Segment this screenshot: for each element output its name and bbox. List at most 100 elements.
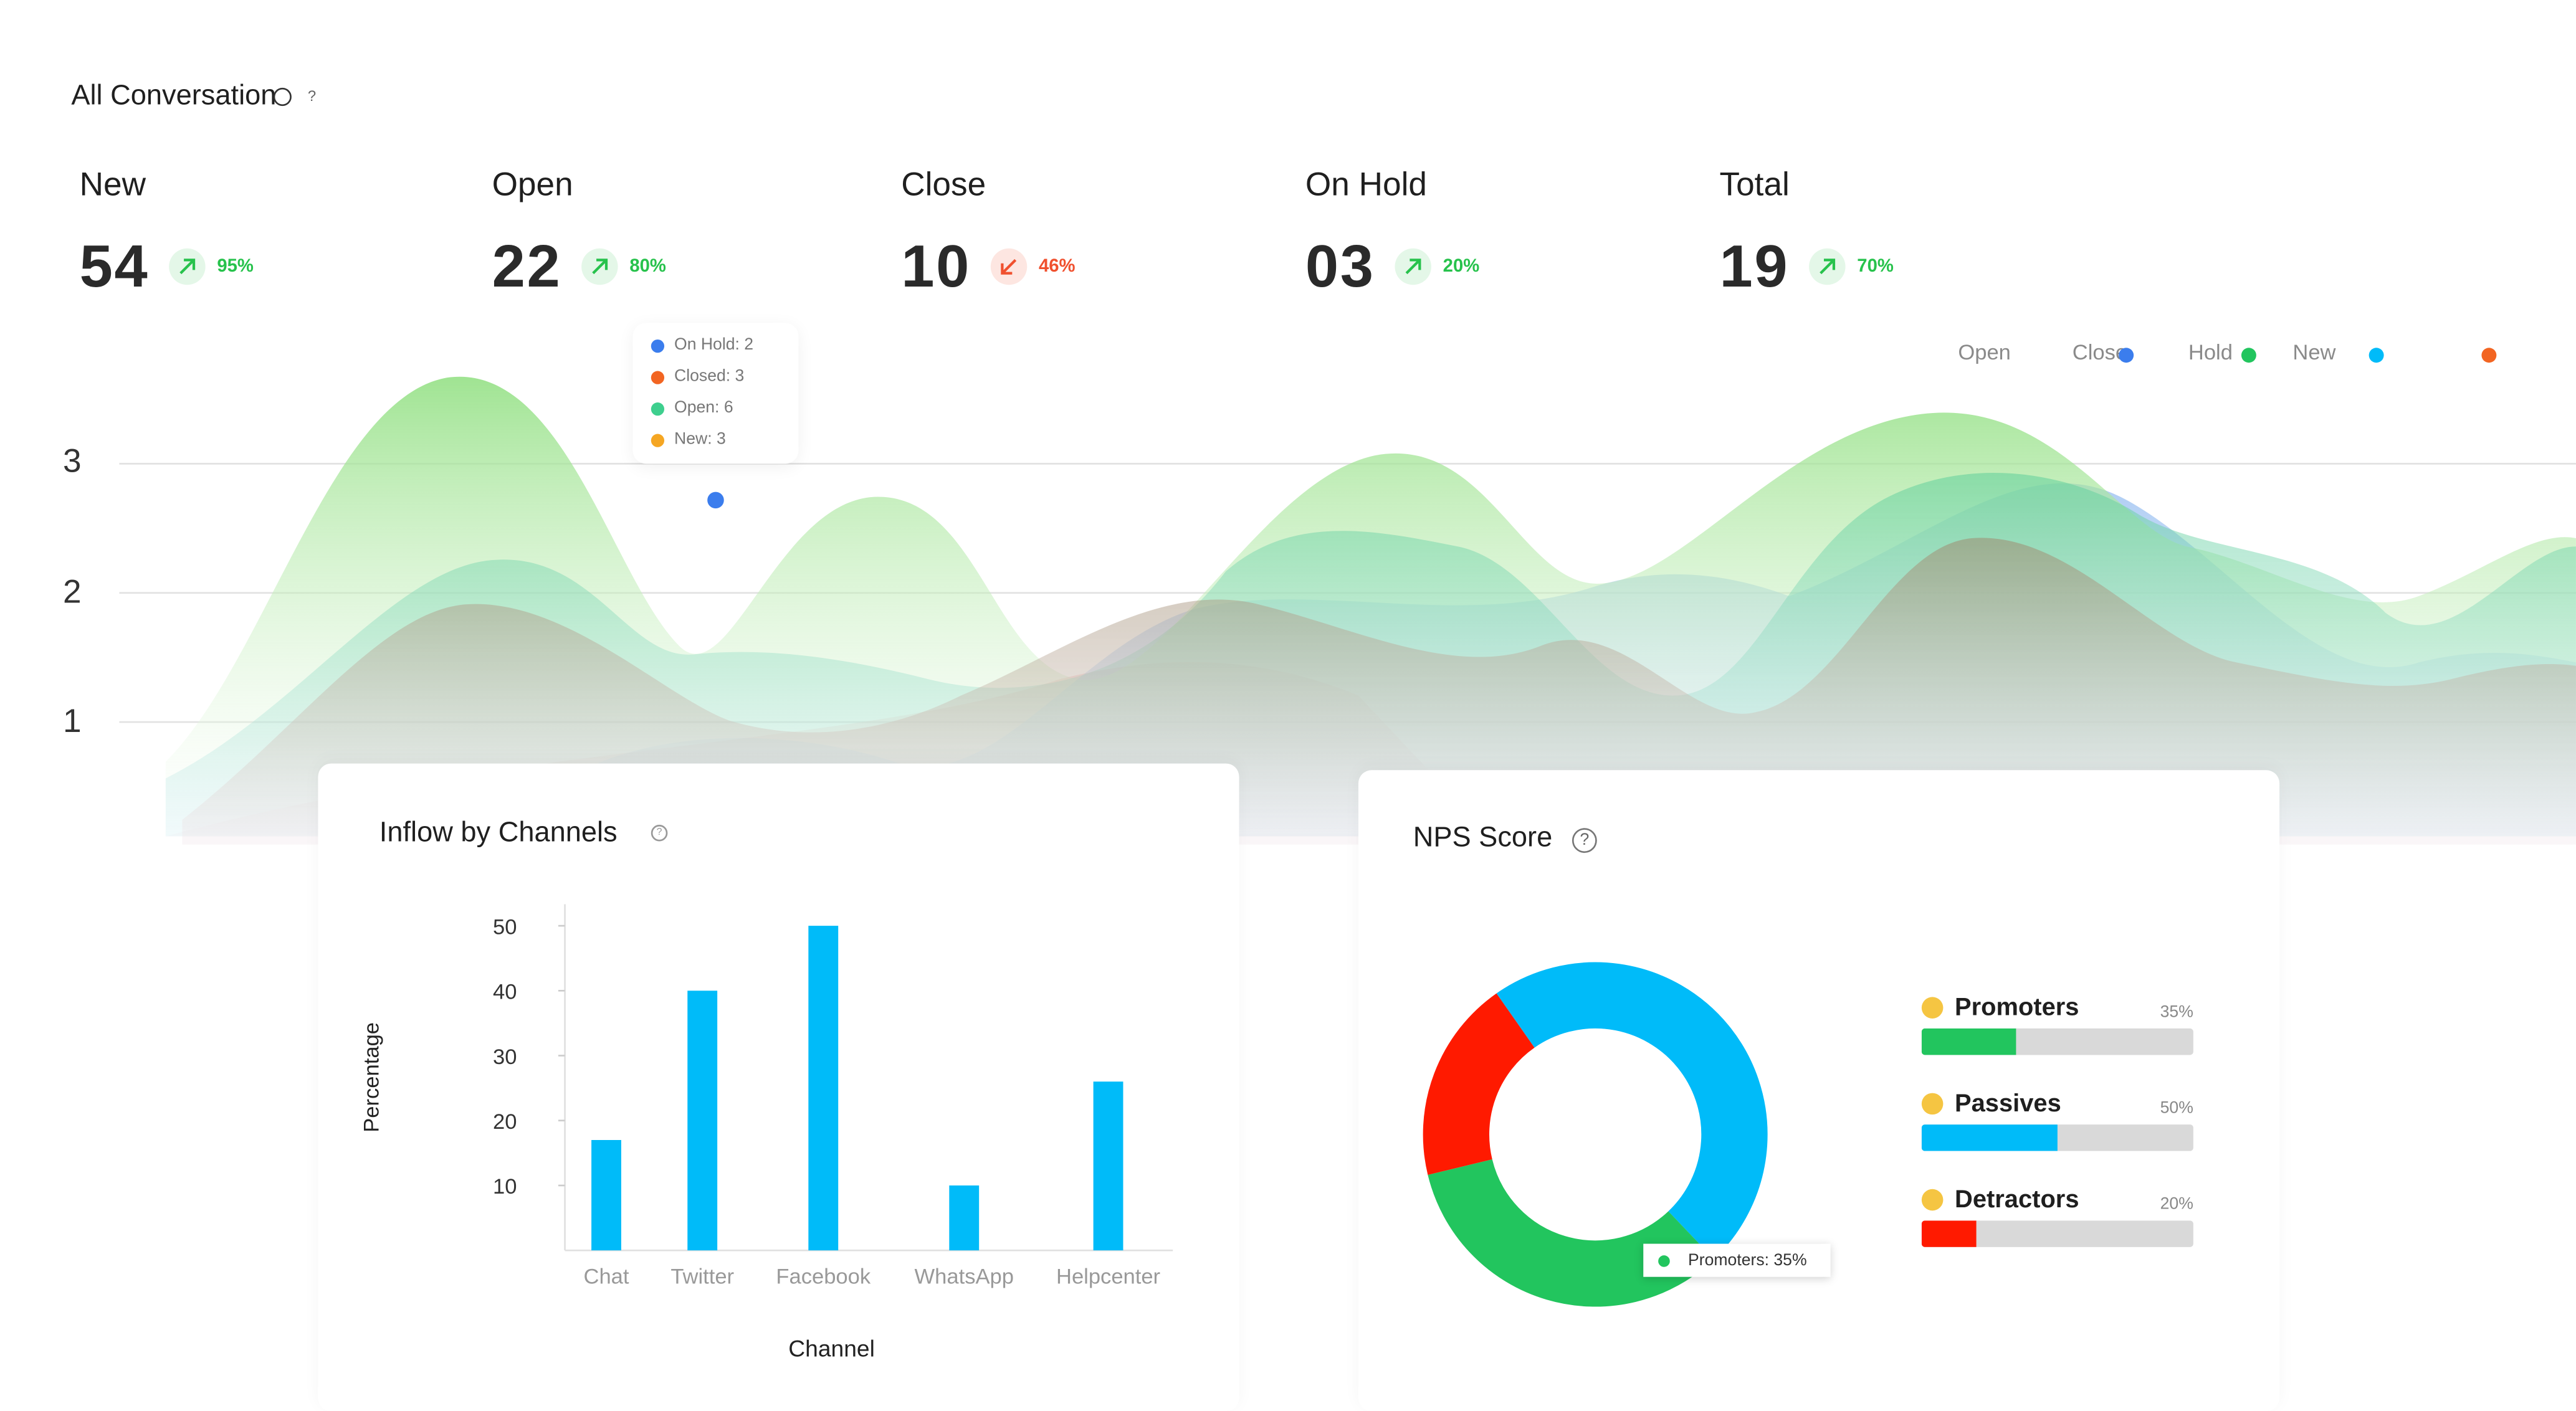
tooltip-row: On Hold: 2 xyxy=(633,330,799,361)
x-tick-label: Chat xyxy=(584,1265,629,1288)
x-tick-label: Helpcenter xyxy=(1056,1265,1160,1288)
tooltip-dot xyxy=(651,433,665,447)
help-icon[interactable]: ? xyxy=(1572,828,1597,853)
stat-label: Close xyxy=(901,167,986,204)
nps-label: Detractors xyxy=(1955,1185,2079,1214)
tooltip-text: On Hold: 2 xyxy=(674,336,754,354)
donut-tooltip: Promoters: 35% xyxy=(1643,1243,1831,1277)
progress-track xyxy=(1921,1124,2193,1151)
help-icon[interactable]: ? xyxy=(651,824,668,842)
bar[interactable] xyxy=(949,1185,980,1251)
nps-label: Promoters xyxy=(1955,994,2079,1022)
progress-track xyxy=(1921,1220,2193,1247)
nps-row-detractors: Detractors 20% xyxy=(1921,1185,2193,1247)
tooltip-dot xyxy=(1658,1254,1670,1266)
trend-up-icon xyxy=(169,248,206,285)
stat-value: 22 xyxy=(492,232,562,300)
stat-close: Close 10 46% xyxy=(901,168,1075,302)
x-tick-label: WhatsApp xyxy=(915,1265,1014,1288)
legend-item-new[interactable]: New xyxy=(2292,339,2336,364)
trend-percent: 80% xyxy=(629,257,666,277)
nps-percent: 50% xyxy=(2160,1100,2193,1118)
legend-dot xyxy=(2481,348,2497,363)
hover-point xyxy=(707,492,724,509)
legend-item-open[interactable]: Open xyxy=(1958,339,2011,364)
stat-value: 03 xyxy=(1305,232,1375,300)
section-title: All Conversation ? xyxy=(71,80,316,113)
stat-open: Open 22 80% xyxy=(492,168,666,302)
stat-label: Open xyxy=(492,167,573,204)
donut-slice-detractors[interactable] xyxy=(1423,993,1535,1175)
y-tick: 2 xyxy=(63,574,82,611)
progress-track xyxy=(1921,1028,2193,1055)
emoji-icon xyxy=(1921,997,1944,1019)
trend-up-icon xyxy=(1395,248,1432,285)
progress-fill xyxy=(1921,1028,2017,1055)
trend-up-icon xyxy=(581,248,618,285)
area-tooltip: On Hold: 2 Closed: 3 Open: 6 New: 3 xyxy=(632,323,799,464)
tooltip-dot xyxy=(651,401,665,415)
nps-row-promoters: Promoters 35% xyxy=(1921,994,2193,1055)
trend-percent: 70% xyxy=(1857,257,1894,277)
tooltip-text: New: 3 xyxy=(674,430,726,449)
tooltip-text: Closed: 3 xyxy=(674,368,745,386)
circle-icon[interactable] xyxy=(273,87,292,105)
y-tick: 1 xyxy=(63,703,82,741)
stat-label: On Hold xyxy=(1305,167,1427,204)
progress-fill xyxy=(1921,1220,1977,1247)
emoji-icon xyxy=(1921,1189,1944,1211)
section-title-text: All Conversation xyxy=(71,79,277,112)
y-tick-label: 20 xyxy=(493,1110,517,1134)
x-tick-label: Twitter xyxy=(670,1265,734,1288)
bar[interactable] xyxy=(1093,1081,1123,1251)
stat-new: New 54 95% xyxy=(80,168,254,302)
stat-label: New xyxy=(79,167,146,204)
trend-up-icon xyxy=(1809,248,1846,285)
tooltip-row: New: 3 xyxy=(633,424,799,456)
card-title: NPS Score xyxy=(1413,821,1553,853)
trend-down-icon xyxy=(990,248,1028,285)
y-tick: 3 xyxy=(63,444,82,480)
x-axis-label: Channel xyxy=(788,1334,875,1362)
nps-percent: 35% xyxy=(2160,1004,2193,1022)
x-tick-label: Facebook xyxy=(776,1265,871,1288)
help-icon[interactable]: ? xyxy=(307,87,317,105)
stat-on-hold: On Hold 03 20% xyxy=(1305,168,1479,302)
legend-item-close[interactable]: Close xyxy=(2072,339,2128,364)
trend-percent: 20% xyxy=(1443,257,1480,277)
tooltip-dot xyxy=(651,338,665,352)
bar[interactable] xyxy=(591,1140,621,1251)
y-tick-label: 50 xyxy=(493,915,517,939)
inflow-card: Inflow by Channels ? Percentage Channel … xyxy=(318,763,1239,1411)
nps-row-passives: Passives 50% xyxy=(1921,1090,2193,1151)
nps-label: Passives xyxy=(1955,1090,2061,1118)
y-tick-label: 30 xyxy=(493,1045,517,1069)
tooltip-row: Open: 6 xyxy=(633,392,799,424)
stat-value: 54 xyxy=(79,232,150,300)
y-tick-label: 10 xyxy=(493,1175,517,1199)
donut-slice-passives[interactable] xyxy=(1496,962,1768,1260)
emoji-icon xyxy=(1921,1093,1944,1115)
card-title: Inflow by Channels xyxy=(379,816,618,848)
tooltip-text: Open: 6 xyxy=(674,399,733,417)
trend-percent: 46% xyxy=(1039,257,1076,277)
tooltip-text: Promoters: 35% xyxy=(1688,1251,1807,1270)
bar[interactable] xyxy=(687,991,718,1251)
stat-value: 19 xyxy=(1719,232,1790,300)
y-tick-label: 40 xyxy=(493,981,517,1004)
stat-label: Total xyxy=(1719,167,1790,204)
trend-percent: 95% xyxy=(217,257,254,277)
bar[interactable] xyxy=(808,926,839,1251)
tooltip-row: Closed: 3 xyxy=(633,361,799,393)
legend-dot xyxy=(2241,348,2256,363)
legend-dot xyxy=(2368,348,2384,363)
bar-chart: 50 40 30 20 10 Chat Twitter Facebook WhatsApp Hel… xyxy=(493,904,1173,1288)
legend-item-hold[interactable]: Hold xyxy=(2188,339,2233,364)
nps-percent: 20% xyxy=(2160,1195,2193,1214)
nps-card: NPS Score ? Promoters: 35% Promoters 35%… xyxy=(1358,770,2280,1411)
area-legend: Open Close Hold New xyxy=(1958,340,2504,369)
legend-dot xyxy=(2119,348,2134,363)
progress-fill xyxy=(1921,1124,2058,1151)
stat-value: 10 xyxy=(901,232,971,300)
tooltip-dot xyxy=(651,370,665,384)
